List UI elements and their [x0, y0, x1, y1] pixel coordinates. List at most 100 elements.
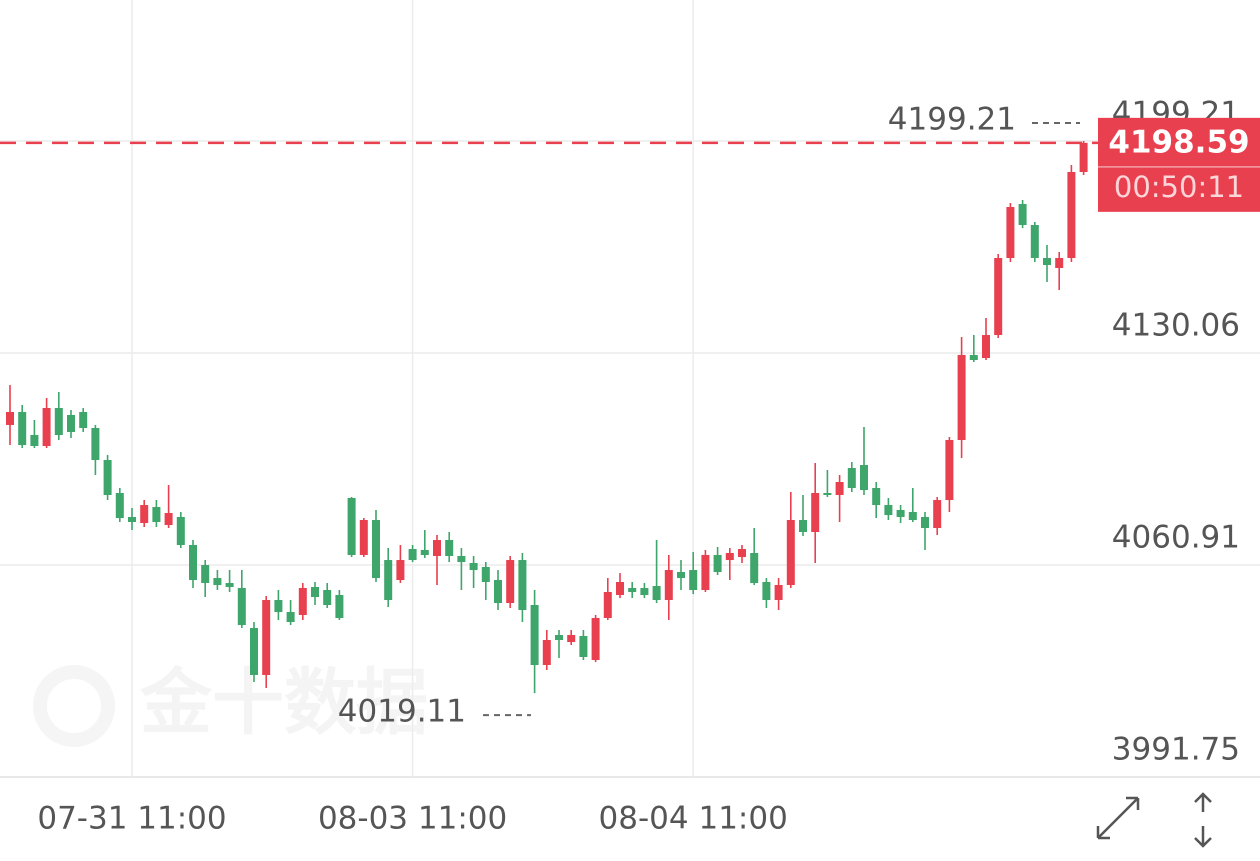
candle-body: [652, 586, 661, 601]
x-tick-label: 08-03 11:00: [318, 801, 507, 837]
candle-body: [323, 590, 332, 606]
candle-body: [896, 510, 905, 518]
x-tick-label: 08-04 11:00: [599, 801, 788, 837]
candle-body: [372, 520, 380, 579]
candle-body: [420, 549, 429, 555]
candle-body: [713, 554, 722, 573]
candle-body: [213, 578, 222, 586]
candle-body: [591, 618, 600, 661]
scale-icon[interactable]: [1194, 792, 1212, 848]
candle-body: [1055, 257, 1064, 268]
candle-body: [945, 439, 954, 501]
candle-body: [237, 588, 246, 626]
candle-body: [908, 512, 917, 521]
candle-body: [994, 257, 1003, 336]
candle-body: [640, 588, 649, 596]
candle-body: [176, 517, 185, 546]
candle-body: [872, 488, 881, 506]
y-tick-label: 4060.91: [1112, 519, 1240, 555]
fullscreen-icon[interactable]: [1096, 796, 1140, 840]
candle-body: [506, 560, 515, 604]
x-tick-label: 07-31 11:00: [37, 801, 226, 837]
candle-body: [274, 600, 283, 613]
countdown-label: 00:50:11: [1114, 170, 1244, 204]
candle-body: [347, 497, 356, 555]
candle-body: [750, 553, 759, 584]
candle-body: [408, 549, 417, 561]
candle-body: [542, 640, 551, 666]
candle-body: [311, 587, 319, 597]
candle-body: [201, 565, 210, 584]
candle-body: [189, 545, 197, 581]
last-price-label: 4198.59: [1108, 124, 1249, 160]
candle-body: [982, 335, 990, 359]
candle-body: [1043, 257, 1051, 266]
candle-body: [481, 567, 490, 583]
candle-body: [677, 572, 685, 579]
candle-body: [835, 481, 844, 495]
candle-body: [957, 355, 966, 440]
candle-body: [433, 540, 441, 557]
candle-body: [91, 428, 100, 461]
watermark: 金十数据: [33, 661, 428, 747]
candle-body: [54, 408, 63, 435]
candle-body: [579, 635, 588, 657]
candle-body: [359, 520, 368, 555]
candle-body: [786, 520, 795, 586]
watermark-logo: [33, 665, 115, 747]
candle-body: [725, 553, 734, 561]
candle-body: [518, 560, 527, 610]
candle-body: [457, 556, 466, 563]
candle-body: [225, 583, 234, 588]
candle-body: [921, 517, 929, 529]
y-tick-label: 4130.06: [1112, 307, 1240, 343]
candle-body: [799, 520, 807, 533]
candle-body: [969, 355, 978, 361]
candle-body: [933, 500, 942, 529]
candle-body: [6, 412, 14, 425]
candle-body: [286, 612, 295, 623]
candle-body: [140, 505, 149, 524]
candle-body: [701, 554, 710, 591]
candle-body: [67, 415, 75, 433]
candle-body: [103, 460, 112, 495]
last-price-box: [1098, 117, 1260, 212]
candle-body: [628, 588, 637, 593]
candle-body: [18, 412, 27, 446]
candle-body: [469, 562, 478, 571]
candle-body: [1030, 225, 1039, 258]
candle-body: [823, 493, 832, 495]
candle-body: [396, 560, 405, 581]
candle-body: [494, 580, 502, 604]
candle-body: [1006, 207, 1015, 258]
watermark-text: 金十数据: [139, 661, 428, 745]
candle-body: [30, 434, 39, 447]
candle-body: [152, 507, 161, 523]
candle-body: [250, 627, 258, 675]
candle-body: [164, 513, 173, 526]
candle-body: [847, 468, 856, 489]
candle-body: [298, 588, 307, 615]
max-annotation: 4199.21: [888, 101, 1016, 137]
candle-body: [774, 585, 783, 601]
candle-body: [616, 582, 624, 596]
candle-body: [42, 408, 51, 447]
y-tick-label: 3991.75: [1112, 732, 1240, 768]
min-annotation: 4019.11: [338, 694, 466, 730]
candle-body: [689, 570, 698, 591]
candle-body: [79, 412, 88, 429]
candle-body: [860, 465, 868, 490]
candle-body: [530, 605, 539, 666]
candle-body: [555, 635, 563, 641]
candle-body: [384, 560, 393, 601]
candle-body: [567, 635, 576, 643]
candle-body: [335, 595, 344, 619]
candle-body: [884, 505, 893, 516]
candle-body: [1018, 204, 1027, 226]
candle-body: [1067, 171, 1076, 258]
candle-body: [664, 570, 673, 601]
candle-body: [1079, 142, 1088, 172]
candle-body: [445, 540, 454, 557]
candle-body: [762, 582, 771, 601]
